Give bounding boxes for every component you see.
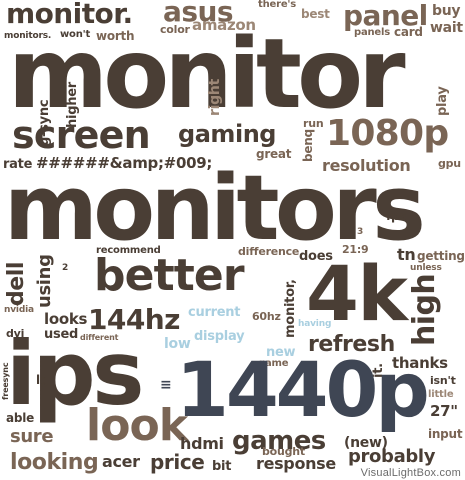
word-sure: sure bbox=[10, 426, 54, 447]
word-60hz: 60hz bbox=[252, 310, 281, 323]
word-acer: acer bbox=[102, 452, 140, 471]
word-buy: buy bbox=[432, 3, 461, 19]
word-hdmi: hdmi bbox=[180, 434, 224, 453]
word-input: input bbox=[428, 427, 463, 441]
word-theres: there's bbox=[258, 0, 297, 10]
word-dvi: dvi bbox=[6, 327, 25, 340]
word-amazon: amazon bbox=[192, 16, 256, 34]
word-does: does bbox=[299, 249, 333, 264]
word-low: low bbox=[164, 336, 191, 352]
word-monitors-dot: monitors. bbox=[4, 31, 52, 41]
word-current: current bbox=[188, 305, 241, 320]
word-right: right bbox=[207, 79, 223, 116]
word-1080p: 1080p bbox=[326, 113, 449, 154]
word-monitor-comma: monitor, bbox=[283, 279, 298, 338]
word-wont: won't bbox=[60, 29, 91, 40]
word-response: response bbox=[256, 454, 336, 473]
word-great: great bbox=[256, 147, 292, 161]
word-resolution: resolution bbox=[322, 156, 411, 175]
word-new: new bbox=[266, 345, 296, 360]
word-unless: unless bbox=[410, 263, 442, 273]
word-display: display bbox=[194, 329, 245, 344]
word-using: using bbox=[34, 254, 55, 308]
word-difference: difference bbox=[238, 245, 300, 258]
word-able: able bbox=[6, 411, 34, 425]
word-freesync: freesync bbox=[1, 362, 10, 400]
word-looking: looking bbox=[10, 450, 99, 475]
word-thanks: thanks bbox=[392, 354, 448, 372]
word-looks: looks bbox=[44, 310, 88, 328]
word-1440p: 1440p bbox=[176, 345, 430, 434]
word-lg: lg bbox=[36, 373, 49, 387]
word-monitor-dot: monitor. bbox=[6, 0, 133, 30]
word-ips: ips bbox=[6, 322, 145, 425]
word-nvidia: nvidia bbox=[4, 305, 34, 315]
word-asus: asus bbox=[163, 0, 233, 28]
word-bit: bit bbox=[212, 459, 232, 474]
word-27: 27" bbox=[430, 402, 458, 420]
word-wait: wait bbox=[430, 20, 463, 36]
word-run: run bbox=[303, 117, 324, 130]
word-bought: bought bbox=[262, 445, 305, 458]
word-dell: dell bbox=[4, 262, 29, 306]
word-144hz: 144hz bbox=[88, 303, 180, 336]
watermark: VisualLightBox.com bbox=[358, 467, 463, 479]
word-worth: worth bbox=[96, 29, 135, 43]
word-game: game bbox=[258, 358, 289, 369]
word-tn: tn bbox=[397, 245, 416, 264]
word-rate: rate bbox=[3, 157, 33, 172]
word-21-9: 21:9 bbox=[342, 243, 369, 256]
equals-glyph: ≡ bbox=[160, 377, 172, 393]
word-high: high bbox=[407, 273, 442, 346]
word-2: 2 bbox=[62, 263, 69, 273]
word-screen: screen bbox=[12, 113, 151, 157]
word-different: different bbox=[80, 333, 119, 342]
word-3: 3 bbox=[357, 227, 364, 237]
word-color: color bbox=[160, 23, 190, 36]
word-recommend: recommend bbox=[96, 245, 161, 256]
word-panel: panel bbox=[343, 0, 428, 32]
word-gaming: gaming bbox=[178, 120, 276, 148]
word-new-paren: (new) bbox=[344, 435, 388, 451]
word-gpu: gpu bbox=[438, 157, 461, 170]
word-getting: getting bbox=[417, 249, 465, 263]
word-probably: probably bbox=[348, 446, 436, 467]
word-refresh: refresh bbox=[308, 332, 395, 357]
word-play: play bbox=[435, 86, 450, 116]
word-look: look bbox=[86, 400, 188, 451]
word-best: best bbox=[301, 7, 330, 21]
word-isnt: isn't bbox=[430, 374, 456, 387]
word-card: card bbox=[394, 25, 423, 39]
word-4k: 4k bbox=[306, 249, 408, 338]
word-used: used bbox=[44, 327, 79, 342]
word-little: little bbox=[428, 389, 454, 400]
word-panels: panels bbox=[354, 27, 390, 38]
word-games: games bbox=[232, 426, 326, 456]
word-price: price bbox=[150, 450, 205, 474]
word-amp: ######&amp;#009; bbox=[36, 154, 213, 172]
word-monitors: monitors bbox=[4, 156, 426, 261]
word-fps: fps bbox=[386, 209, 407, 223]
word-having: having bbox=[298, 319, 332, 329]
word-better: better bbox=[94, 250, 245, 301]
word-monitor: monitor bbox=[8, 18, 406, 130]
